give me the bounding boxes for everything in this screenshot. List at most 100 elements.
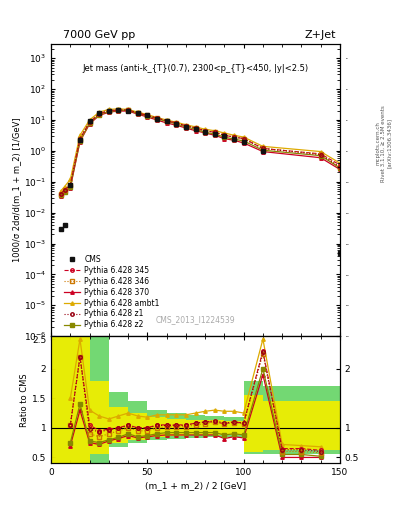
CMS (155, 116, 160, 122)
Pythia 6.428 ambt1 (164, 117, 169, 123)
Pythia 6.428 z1 (318, 152, 323, 158)
Pythia 6.428 345 (232, 134, 237, 140)
Pythia 6.428 z2 (116, 108, 121, 114)
Text: Jet mass (anti-k_{T}(0.7), 2300<p_{T}<450, |y|<2.5): Jet mass (anti-k_{T}(0.7), 2300<p_{T}<45… (83, 64, 309, 73)
Pythia 6.428 370 (338, 166, 342, 173)
Pythia 6.428 z2 (155, 116, 160, 122)
Pythia 6.428 345 (116, 107, 121, 113)
Pythia 6.428 345 (136, 110, 140, 116)
Pythia 6.428 345 (87, 119, 92, 125)
Pythia 6.428 345 (59, 191, 63, 197)
Pythia 6.428 ambt1 (213, 127, 217, 134)
CMS (78, 137, 83, 143)
CMS (62, 222, 67, 228)
Pythia 6.428 z1 (164, 118, 169, 124)
Pythia 6.428 346 (116, 107, 121, 113)
Pythia 6.428 z1 (232, 134, 237, 140)
CMS (241, 139, 246, 145)
Pythia 6.428 345 (193, 125, 198, 131)
Pythia 6.428 z1 (87, 119, 92, 125)
Pythia 6.428 346 (107, 108, 111, 114)
Pythia 6.428 370 (87, 121, 92, 127)
Pythia 6.428 346 (78, 136, 83, 142)
Text: Z+Jet: Z+Jet (305, 30, 336, 40)
Pythia 6.428 z2 (261, 147, 265, 153)
Text: Rivet 3.1.10, ≥ 2.5M events: Rivet 3.1.10, ≥ 2.5M events (381, 105, 386, 182)
Pythia 6.428 346 (155, 115, 160, 121)
Pythia 6.428 346 (222, 132, 227, 138)
Pythia 6.428 z2 (59, 193, 63, 199)
CMS (59, 226, 63, 232)
CMS (87, 118, 92, 124)
Pythia 6.428 345 (155, 115, 160, 121)
Pythia 6.428 346 (232, 134, 237, 140)
CMS (184, 124, 188, 130)
Pythia 6.428 370 (213, 132, 217, 138)
CMS (203, 129, 208, 135)
CMS (126, 108, 130, 114)
CMS (222, 133, 227, 139)
Pythia 6.428 346 (62, 187, 67, 193)
Pythia 6.428 z1 (126, 107, 130, 113)
Pythia 6.428 346 (318, 151, 323, 157)
Y-axis label: Ratio to CMS: Ratio to CMS (20, 373, 29, 426)
Pythia 6.428 z2 (203, 129, 208, 135)
Pythia 6.428 z1 (193, 125, 198, 131)
Pythia 6.428 z1 (116, 107, 121, 113)
Pythia 6.428 346 (184, 123, 188, 129)
Pythia 6.428 z1 (222, 132, 227, 138)
Pythia 6.428 z2 (136, 110, 140, 116)
Pythia 6.428 ambt1 (116, 106, 121, 112)
Pythia 6.428 z2 (145, 113, 150, 119)
Pythia 6.428 z1 (213, 129, 217, 135)
Pythia 6.428 ambt1 (261, 143, 265, 150)
Pythia 6.428 370 (193, 127, 198, 134)
Pythia 6.428 370 (62, 189, 67, 196)
CMS (261, 148, 265, 154)
Pythia 6.428 z1 (68, 182, 73, 188)
CMS (174, 121, 179, 127)
Pythia 6.428 z2 (338, 165, 342, 171)
Pythia 6.428 ambt1 (126, 106, 130, 113)
Pythia 6.428 346 (174, 120, 179, 126)
Pythia 6.428 ambt1 (97, 109, 102, 115)
Pythia 6.428 ambt1 (193, 124, 198, 130)
Pythia 6.428 370 (164, 120, 169, 126)
Pythia 6.428 ambt1 (78, 132, 83, 138)
Pythia 6.428 ambt1 (136, 109, 140, 115)
Pythia 6.428 370 (261, 148, 265, 155)
Line: Pythia 6.428 z1: Pythia 6.428 z1 (59, 109, 342, 196)
Pythia 6.428 370 (155, 117, 160, 123)
Pythia 6.428 z2 (68, 183, 73, 189)
Pythia 6.428 ambt1 (222, 130, 227, 136)
Pythia 6.428 z2 (174, 121, 179, 127)
X-axis label: (m_1 + m_2) / 2 [GeV]: (m_1 + m_2) / 2 [GeV] (145, 481, 246, 490)
Pythia 6.428 ambt1 (145, 112, 150, 118)
Pythia 6.428 ambt1 (107, 106, 111, 113)
Pythia 6.428 370 (68, 184, 73, 190)
Pythia 6.428 370 (116, 108, 121, 114)
Pythia 6.428 370 (97, 113, 102, 119)
Pythia 6.428 ambt1 (338, 160, 342, 166)
CMS (164, 118, 169, 124)
Pythia 6.428 345 (203, 127, 208, 134)
Pythia 6.428 346 (126, 107, 130, 113)
Pythia 6.428 ambt1 (174, 119, 179, 125)
Pythia 6.428 z2 (213, 131, 217, 137)
Pythia 6.428 z1 (174, 120, 179, 126)
Pythia 6.428 346 (213, 129, 217, 135)
Pythia 6.428 345 (68, 182, 73, 188)
Text: CMS_2013_I1224539: CMS_2013_I1224539 (156, 315, 235, 325)
Pythia 6.428 ambt1 (203, 126, 208, 133)
Pythia 6.428 370 (136, 111, 140, 117)
Pythia 6.428 345 (184, 123, 188, 129)
Line: Pythia 6.428 346: Pythia 6.428 346 (59, 109, 342, 196)
Pythia 6.428 370 (184, 125, 188, 131)
Pythia 6.428 z1 (261, 145, 265, 152)
Pythia 6.428 z1 (338, 164, 342, 170)
Pythia 6.428 370 (241, 140, 246, 146)
CMS (107, 108, 111, 114)
Pythia 6.428 370 (318, 155, 323, 161)
Pythia 6.428 z2 (62, 188, 67, 195)
Pythia 6.428 346 (59, 191, 63, 197)
